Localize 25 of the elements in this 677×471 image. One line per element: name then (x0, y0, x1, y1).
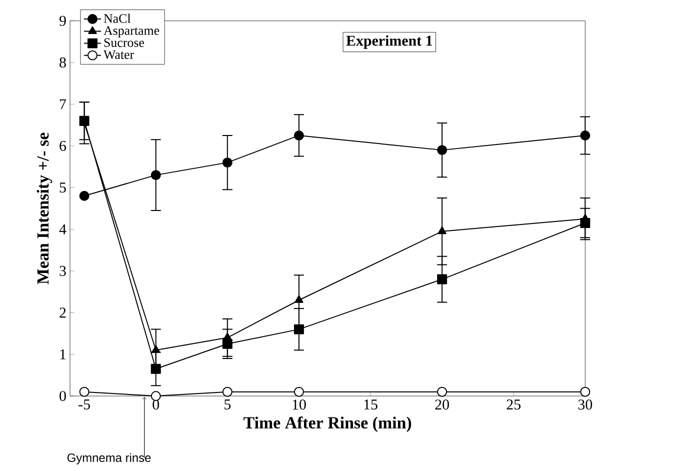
y-tick-label: 2 (60, 308, 66, 318)
x-tick-label: 25 (506, 400, 521, 410)
y-tick-label: 5 (60, 182, 66, 193)
text: Experiment 1 (346, 35, 432, 49)
y-tick-label: 6 (60, 140, 66, 151)
legend-label: NaCl (104, 14, 131, 23)
y-tick-label: 4 (59, 224, 66, 234)
y-tick-label: 0 (60, 390, 66, 402)
x-tick-label: 5 (224, 400, 231, 410)
y-tick-label: 1 (60, 349, 66, 360)
x-axis-title: Time After Rinse (min) (244, 416, 412, 432)
legend-label: Sucrose (104, 38, 144, 47)
y-tick-label: 3 (60, 266, 66, 276)
y-axis-title: Mean Intensity +/- se (36, 132, 52, 284)
annotation: Gymnema rinse (67, 453, 151, 464)
x-tick-label: 30 (578, 400, 592, 410)
y-tick-label: 9 (59, 16, 66, 26)
x-tick-label: 10 (292, 400, 306, 410)
y-tick-label: 7 (60, 99, 66, 110)
x-tick-label: -5 (78, 400, 90, 410)
legend-label: Water (104, 50, 134, 60)
legend-label: Aspartame (104, 26, 160, 38)
x-tick-label: 20 (435, 400, 449, 410)
x-tick-label: 15 (364, 400, 378, 410)
y-tick-label: 8 (60, 57, 66, 68)
